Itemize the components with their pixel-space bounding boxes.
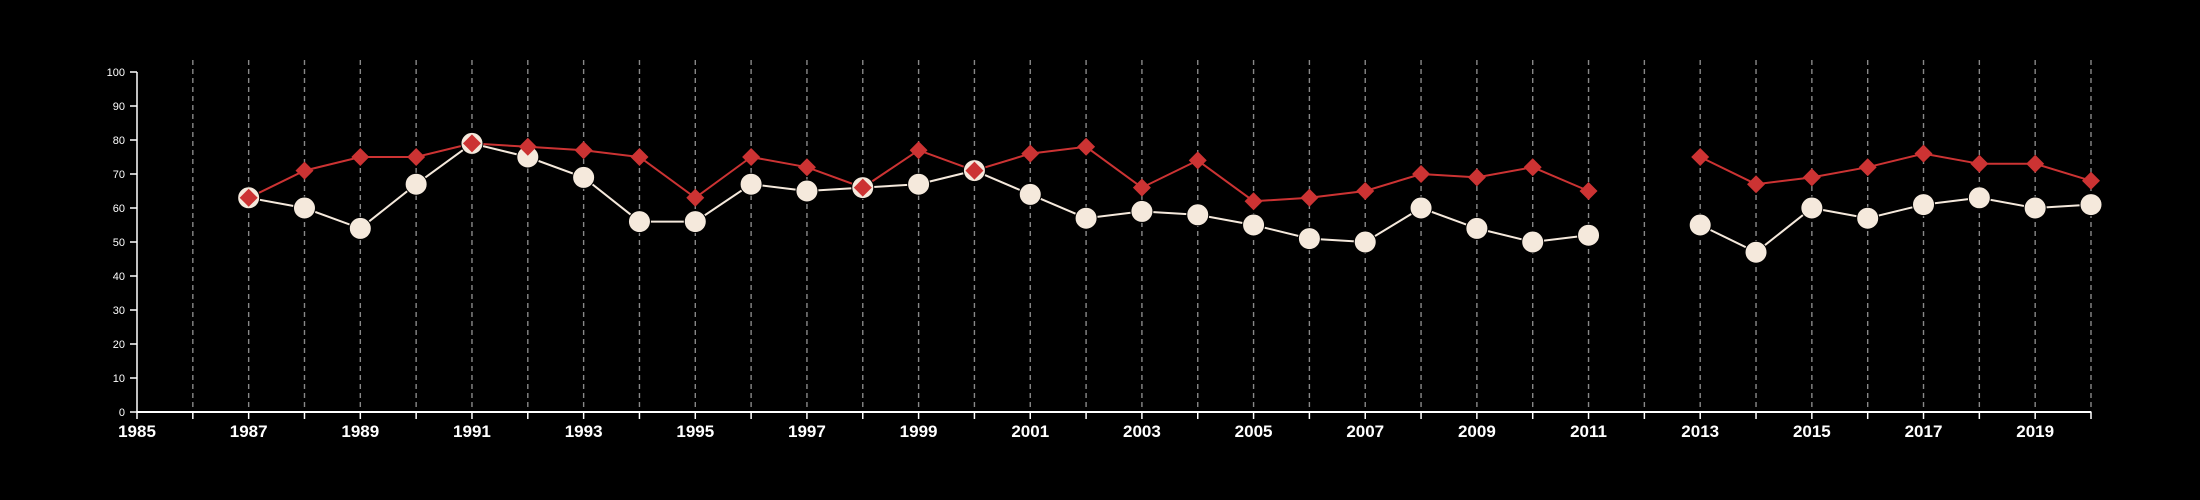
series-2-point-2017: [1912, 193, 1936, 217]
x-tick-label-1985: 1985: [118, 422, 156, 441]
series-2-point-2007: [1353, 230, 1377, 254]
series-2-point-2010: [1521, 230, 1545, 254]
series-1-point-2006: [1300, 188, 1319, 207]
series-1-point-2017: [1914, 144, 1933, 163]
series-1-line: [1699, 152, 2092, 186]
series-2-point-2005: [1242, 213, 1266, 237]
series-2-point-2014: [1744, 240, 1768, 264]
series-1-point-1992: [518, 137, 537, 156]
series-1-point-2010: [1523, 158, 1542, 177]
series-1-point-2018: [1970, 154, 1989, 173]
x-tick-label-2017: 2017: [1905, 422, 1943, 441]
x-tick-label-2013: 2013: [1681, 422, 1719, 441]
series-1-point-2007: [1356, 182, 1375, 200]
series-1-point-2004: [1188, 151, 1207, 170]
series-2-point-2019: [2023, 196, 2047, 220]
y-tick-label-40: 40: [113, 271, 125, 283]
series-1-point-2011: [1579, 182, 1598, 200]
series-2-point-2015: [1800, 196, 1824, 220]
series-2-point-2001: [1018, 182, 1042, 206]
series-2-point-1993: [572, 165, 596, 189]
series-1-point-2013: [1691, 148, 1710, 166]
x-tick-label-1993: 1993: [565, 422, 603, 441]
x-tick-label-1989: 1989: [341, 422, 379, 441]
series-2-point-2018: [1967, 186, 1991, 210]
series-1-point-1998: [853, 178, 872, 197]
series-1-point-2005: [1244, 192, 1263, 211]
x-tick-label-1995: 1995: [676, 422, 714, 441]
x-tick-label-2001: 2001: [1011, 422, 1049, 441]
y-tick-label-50: 50: [113, 237, 125, 249]
series-2-point-2004: [1186, 203, 1210, 227]
series-2-point-2016: [1856, 206, 1880, 230]
series-2-point-1999: [907, 172, 931, 196]
series-2-point-2009: [1465, 216, 1489, 240]
series-1-point-1996: [742, 148, 761, 166]
series-1-point-2014: [1747, 175, 1766, 194]
series-2-point-1989: [348, 216, 372, 240]
y-tick-label-70: 70: [113, 169, 125, 181]
series-2-point-1997: [795, 179, 819, 203]
series-1-point-1995: [686, 188, 705, 207]
series-2-point-2003: [1130, 199, 1154, 223]
series-1-point-1988: [295, 161, 314, 180]
y-tick-label-0: 0: [119, 407, 125, 419]
series-1-point-1999: [909, 141, 928, 160]
y-tick-label-20: 20: [113, 339, 125, 351]
series-1-point-1990: [407, 148, 426, 166]
axes: [130, 71, 2092, 419]
x-tick-label-2005: 2005: [1235, 422, 1273, 441]
x-tick-label-2009: 2009: [1458, 422, 1496, 441]
series-1-point-2009: [1467, 168, 1486, 187]
tick-labels: 0 10 20 30 40 50 60 70 80 90 100 1985 1987 1989 1991 19…: [107, 67, 2054, 441]
series-1-point-2002: [1077, 137, 1096, 156]
series-2-point-2006: [1297, 227, 1321, 251]
series-2-point-1994: [627, 210, 651, 234]
series-2-point-2011: [1577, 223, 1601, 247]
series-1-point-2000: [965, 161, 984, 180]
series-2-point-1988: [292, 196, 316, 220]
series-2-point-2013: [1688, 213, 1712, 237]
series-1-point-1987: [239, 188, 258, 207]
x-tick-label-1999: 1999: [900, 422, 938, 441]
y-tick-label-30: 30: [113, 305, 125, 317]
series-1-point-2015: [1802, 168, 1821, 187]
x-tick-label-2019: 2019: [2016, 422, 2054, 441]
series-2-point-1995: [683, 210, 707, 234]
series-1-point-2016: [1858, 158, 1877, 177]
series-1-point-1991: [462, 134, 481, 153]
x-tick-label-2003: 2003: [1123, 422, 1161, 441]
x-tick-label-1991: 1991: [453, 422, 491, 441]
x-tick-label-1987: 1987: [230, 422, 268, 441]
series-1-point-2003: [1132, 178, 1151, 197]
y-tick-label-90: 90: [113, 101, 125, 113]
series-1-point-1994: [630, 148, 649, 166]
x-tick-label-2011: 2011: [1570, 422, 1607, 441]
series-1-point-2001: [1021, 144, 1040, 163]
series-1-point-1989: [351, 148, 370, 166]
series-1-point-1993: [574, 141, 593, 160]
y-tick-label-60: 60: [113, 203, 125, 215]
y-tick-label-100: 100: [107, 67, 125, 79]
series-1-point-2019: [2026, 154, 2045, 173]
y-tick-label-10: 10: [113, 373, 125, 385]
series-2-point-2002: [1074, 206, 1098, 230]
series-1-point-2008: [1412, 165, 1431, 183]
series-2-point-1996: [739, 172, 763, 196]
x-tick-label-2015: 2015: [1793, 422, 1831, 441]
series-1-point-1997: [797, 158, 816, 177]
series-2-point-1990: [404, 172, 428, 196]
series-2-point-2008: [1409, 196, 1433, 220]
y-tick-label-80: 80: [113, 135, 125, 147]
data-series: [237, 131, 2103, 264]
grid-lines: [192, 60, 2092, 412]
series-2-point-2020: [2079, 193, 2103, 217]
x-tick-label-2007: 2007: [1346, 422, 1384, 441]
series-1-point-2020: [2082, 171, 2100, 190]
x-tick-label-1997: 1997: [788, 422, 826, 441]
